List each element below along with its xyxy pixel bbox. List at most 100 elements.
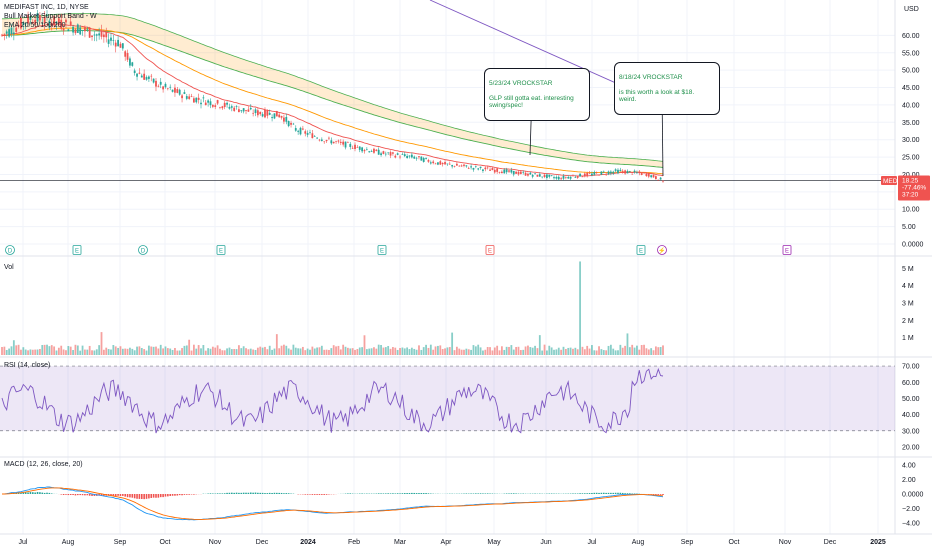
event-marker-4[interactable]: E xyxy=(377,245,387,255)
macd-histogram-bar xyxy=(185,494,188,495)
volume-bar xyxy=(636,345,638,355)
volume-bar xyxy=(320,345,323,355)
event-marker-3[interactable]: E xyxy=(216,245,226,255)
candle-body xyxy=(628,171,631,172)
ticker-tag-bg xyxy=(881,176,897,186)
candle-body xyxy=(498,171,501,173)
event-marker-8[interactable]: E xyxy=(782,245,792,255)
volume-bar xyxy=(524,346,527,355)
volume-bar xyxy=(145,350,148,355)
candle-body xyxy=(358,146,361,150)
candle-body xyxy=(5,31,8,34)
candle-body xyxy=(171,89,174,92)
volume-bar xyxy=(365,349,368,355)
candle-body xyxy=(330,140,333,144)
candle-body xyxy=(510,170,513,173)
candle-body xyxy=(567,176,570,179)
volume-bar xyxy=(572,348,574,355)
month-label: Jul xyxy=(588,539,597,546)
candle-body xyxy=(110,37,112,41)
price-tick: 5.00 xyxy=(902,224,916,231)
candle-body xyxy=(349,143,352,147)
macd-histogram-bar xyxy=(607,492,610,494)
macd-label[interactable]: MACD (12, 26, close, 20) xyxy=(4,461,83,468)
volume-bar xyxy=(534,345,536,355)
candle-body xyxy=(453,166,456,167)
note-1[interactable]: 5/23/24 VROCKSTAR GLP still gotta eat. i… xyxy=(484,68,590,121)
rsi-label[interactable]: RSI (14, close) xyxy=(4,362,51,369)
volume-bar xyxy=(147,345,150,355)
candle-body xyxy=(564,177,567,178)
price-tick: 50.00 xyxy=(902,68,920,75)
event-letter: E xyxy=(639,248,643,254)
month-label: Aug xyxy=(62,539,75,546)
indicator-bull-band[interactable]: Bull Market Support Band - W xyxy=(4,13,97,20)
macd-histogram-bar xyxy=(482,493,484,494)
volume-bar xyxy=(510,345,513,355)
candle-body xyxy=(304,131,307,134)
candle-body xyxy=(1,34,3,36)
candle-body xyxy=(34,19,37,25)
candle-body xyxy=(140,75,143,78)
macd-histogram-bar xyxy=(505,493,508,494)
volume-bar xyxy=(517,346,520,355)
candle-body xyxy=(145,77,148,80)
event-shape xyxy=(216,245,226,255)
candle-body xyxy=(524,172,527,176)
candle-body xyxy=(166,88,169,90)
candle-body xyxy=(69,21,72,26)
event-marker-6[interactable]: E xyxy=(636,245,646,255)
macd-histogram-bar xyxy=(252,492,254,494)
event-marker-0[interactable]: D xyxy=(5,245,15,255)
volume-bar xyxy=(560,349,563,355)
volume-bar xyxy=(408,349,411,355)
macd-histogram-bar xyxy=(266,493,269,494)
event-marker-7[interactable]: ⚡ xyxy=(657,245,667,255)
volume-bar xyxy=(204,350,207,355)
volume-bar xyxy=(157,348,160,355)
candle-body xyxy=(654,176,657,179)
month-label: Mar xyxy=(394,539,407,546)
volume-bar xyxy=(259,346,262,355)
volume-bar xyxy=(467,349,470,355)
event-marker-1[interactable]: E xyxy=(72,245,82,255)
candle-body xyxy=(375,149,378,151)
candle-body xyxy=(76,24,79,33)
rsi-tick: 50.00 xyxy=(902,396,920,403)
volume-bar xyxy=(614,350,617,355)
candle-body xyxy=(256,110,259,116)
volume-bar xyxy=(183,345,186,355)
indicator-ema[interactable]: EMA 20/50/100/200 xyxy=(4,22,66,29)
volume-bar xyxy=(176,350,179,355)
candle-body xyxy=(43,16,46,24)
event-marker-5[interactable]: E xyxy=(485,245,495,255)
event-marker-2[interactable]: D xyxy=(138,245,148,255)
macd-histogram-bar xyxy=(145,494,148,499)
volume-bar xyxy=(418,345,420,355)
volume-bar xyxy=(425,344,427,355)
volume-bar xyxy=(36,349,39,355)
candle-body xyxy=(591,173,593,176)
macd-histogram-bar xyxy=(600,492,603,494)
candle-body xyxy=(429,162,432,164)
symbol-title[interactable]: MEDIFAST INC, 1D, NYSE xyxy=(4,4,89,11)
volume-bar xyxy=(631,344,634,355)
volume-bar xyxy=(126,348,129,355)
macd-histogram-bar xyxy=(31,492,34,494)
candle-body xyxy=(299,127,302,135)
event-markers[interactable]: D E D E E E E ⚡ E xyxy=(5,245,792,255)
candle-body xyxy=(31,22,34,24)
volume-bar xyxy=(88,345,91,355)
candle-body xyxy=(482,169,484,171)
volume-tick: 1 M xyxy=(902,335,914,342)
candle-body xyxy=(261,114,264,117)
candle-body xyxy=(100,30,103,37)
macd-histogram-bar xyxy=(655,494,657,495)
note-2[interactable]: 8/18/24 VROCKSTAR is this worth a look a… xyxy=(614,62,720,115)
macd-histogram-bar xyxy=(394,493,397,494)
macd-histogram-bar xyxy=(245,492,247,494)
volume-label[interactable]: Vol xyxy=(4,264,14,271)
volume-bar xyxy=(209,348,212,355)
candle-body xyxy=(595,172,598,174)
